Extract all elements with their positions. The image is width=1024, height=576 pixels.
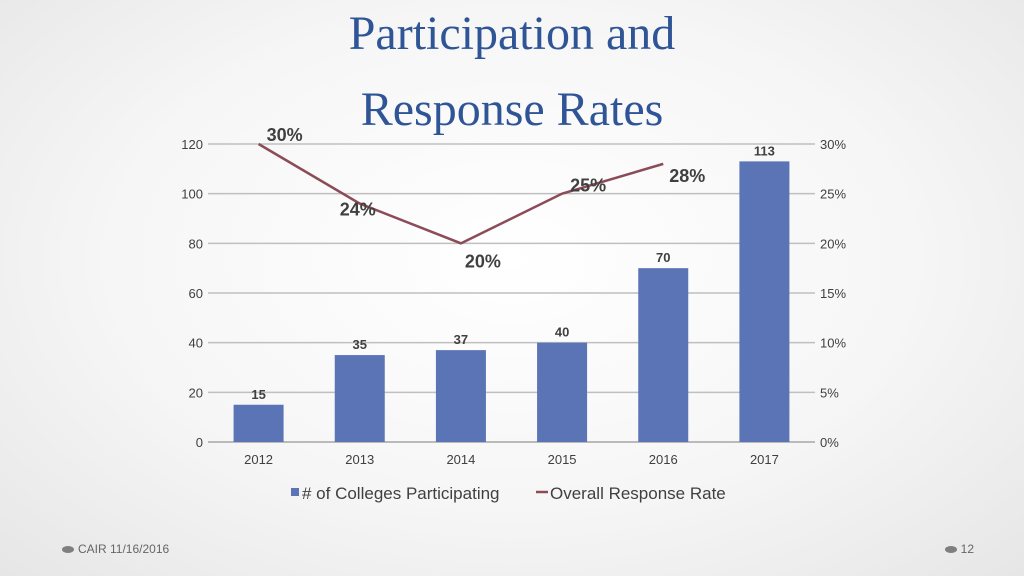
bar-data-label: 15 — [251, 387, 265, 402]
bullet-dot-icon — [944, 545, 957, 553]
y-right-tick-label: 25% — [820, 187, 846, 202]
title-line-2: Response Rates — [360, 83, 664, 136]
bar-data-label: 113 — [754, 143, 775, 158]
x-tick-label: 2015 — [548, 452, 577, 467]
bar-data-label: 40 — [555, 325, 569, 340]
y-right-tick-label: 10% — [820, 336, 846, 351]
legend-label: Overall Response Rate — [550, 484, 726, 503]
y-left-tick-label: 60 — [189, 286, 203, 301]
x-tick-label: 2012 — [244, 452, 273, 467]
y-right-tick-label: 15% — [820, 286, 846, 301]
y-left-tick-label: 40 — [189, 336, 203, 351]
y-right-tick-label: 5% — [820, 385, 839, 400]
bar-data-label: 35 — [353, 337, 367, 352]
page-number: 12 — [960, 542, 974, 556]
bar — [334, 355, 385, 442]
bar-data-label: 70 — [656, 250, 670, 265]
response-rate-line — [257, 142, 664, 245]
y-right-tick-label: 20% — [820, 236, 846, 251]
x-tick-label: 2017 — [750, 452, 779, 467]
slide-title: Participation and Response Rates — [0, 0, 1024, 148]
y-right-tick-label: 0% — [820, 435, 839, 450]
line-data-label: 28% — [669, 166, 705, 186]
line-data-label: 30% — [267, 125, 303, 145]
legend-label: # of Colleges Participating — [302, 484, 500, 503]
x-tick-label: 2013 — [345, 452, 374, 467]
line-data-label: 24% — [340, 200, 376, 220]
bar — [537, 342, 588, 442]
line-data-label: 25% — [570, 176, 606, 196]
legend-swatch-bar — [291, 488, 299, 496]
bar — [638, 268, 689, 442]
line-data-label: 20% — [465, 251, 501, 271]
y-left-tick-label: 20 — [189, 385, 203, 400]
bar — [435, 350, 486, 442]
bar — [739, 161, 790, 442]
footer-left: CAIR 11/16/2016 — [62, 542, 169, 556]
y-left-tick-label: 80 — [189, 236, 203, 251]
title-line-1: Participation and — [348, 7, 676, 60]
y-right-tick-label: 30% — [820, 137, 846, 152]
x-tick-label: 2014 — [446, 452, 475, 467]
y-left-tick-label: 0 — [196, 435, 203, 450]
bar-data-label: 37 — [454, 332, 468, 347]
bar — [233, 404, 284, 442]
y-left-tick-label: 120 — [181, 137, 203, 152]
x-tick-label: 2016 — [649, 452, 678, 467]
footer-text: CAIR 11/16/2016 — [78, 542, 170, 556]
bullet-dot-icon — [62, 545, 74, 553]
footer-right: 12 — [944, 542, 974, 556]
y-left-tick-label: 100 — [181, 187, 203, 202]
